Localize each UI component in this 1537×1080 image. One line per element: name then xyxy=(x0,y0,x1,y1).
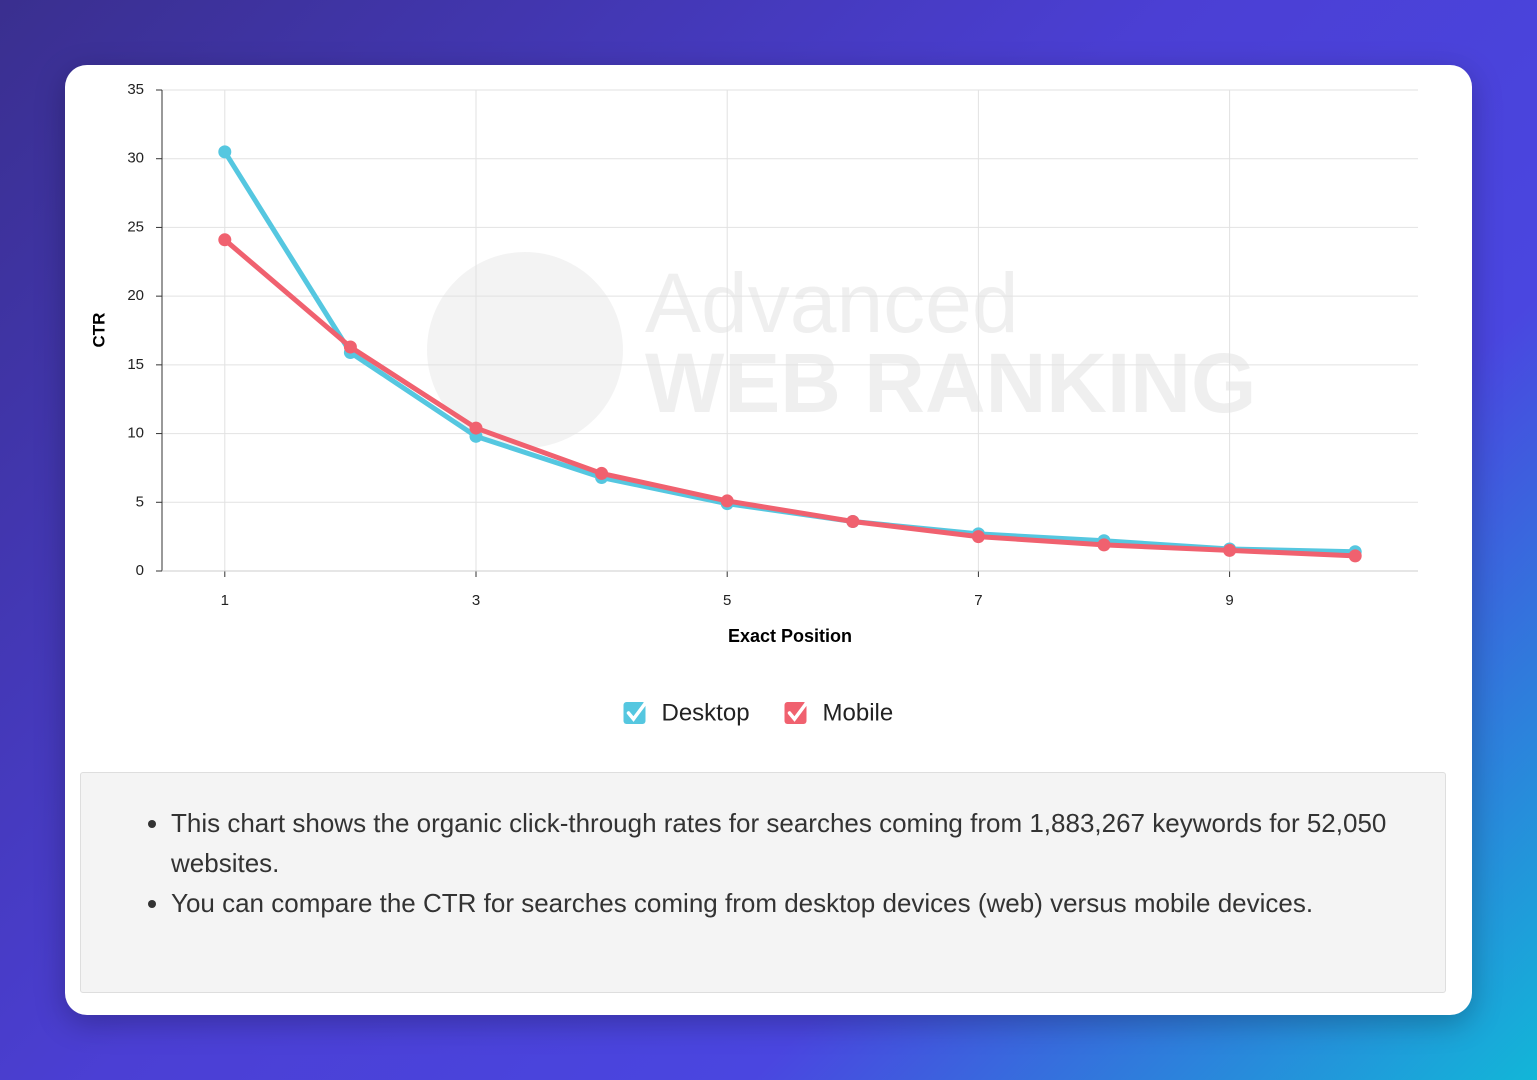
y-tick-label: 15 xyxy=(127,356,144,373)
point xyxy=(1097,538,1111,552)
notes-list: This chart shows the organic click-throu… xyxy=(81,773,1445,923)
x-tick-label: 9 xyxy=(1225,592,1233,609)
y-axis-title: CTR xyxy=(89,313,108,348)
notes-box: This chart shows the organic click-throu… xyxy=(80,772,1446,993)
x-tick-label: 5 xyxy=(723,592,731,609)
x-axis-title: Exact Position xyxy=(728,626,852,646)
point xyxy=(595,466,609,480)
point xyxy=(971,530,985,544)
x-tick-label: 1 xyxy=(221,592,229,609)
x-tick-label: 3 xyxy=(472,592,480,609)
legend-check xyxy=(626,701,648,722)
y-tick-label: 20 xyxy=(127,287,144,304)
watermark-globe xyxy=(427,252,623,448)
y-tick-label: 0 xyxy=(136,562,144,579)
watermark-text: WEB RANKING xyxy=(645,336,1256,430)
card: Advanced WEB RANKING CTR Exact Position … xyxy=(65,65,1472,1015)
watermark-text: Advanced xyxy=(645,256,1019,350)
y-tick-label: 10 xyxy=(127,425,144,442)
legend-label: Desktop xyxy=(662,699,750,726)
point xyxy=(846,515,860,529)
y-tick-label: 25 xyxy=(127,218,144,235)
point xyxy=(1223,543,1237,557)
legend-item[interactable]: Mobile xyxy=(784,699,894,726)
note: This chart shows the organic click-throu… xyxy=(171,803,1405,883)
y-tick-label: 5 xyxy=(136,493,144,510)
chart: Advanced WEB RANKING CTR Exact Position … xyxy=(89,81,1418,726)
legend-item[interactable]: Desktop xyxy=(623,699,750,726)
point xyxy=(720,494,734,508)
series-line xyxy=(223,237,1356,559)
point xyxy=(469,421,483,435)
y-tick-label: 30 xyxy=(127,150,144,167)
watermark: Advanced WEB RANKING xyxy=(427,252,1256,448)
x-tick-label: 7 xyxy=(974,592,982,609)
point xyxy=(1348,549,1362,563)
point xyxy=(218,145,232,159)
note: You can compare the CTR for searches com… xyxy=(171,883,1405,923)
legend-label: Mobile xyxy=(823,699,894,726)
point xyxy=(343,340,357,354)
y-tick-label: 35 xyxy=(127,81,144,98)
point xyxy=(218,233,232,247)
legend-check xyxy=(787,701,809,722)
